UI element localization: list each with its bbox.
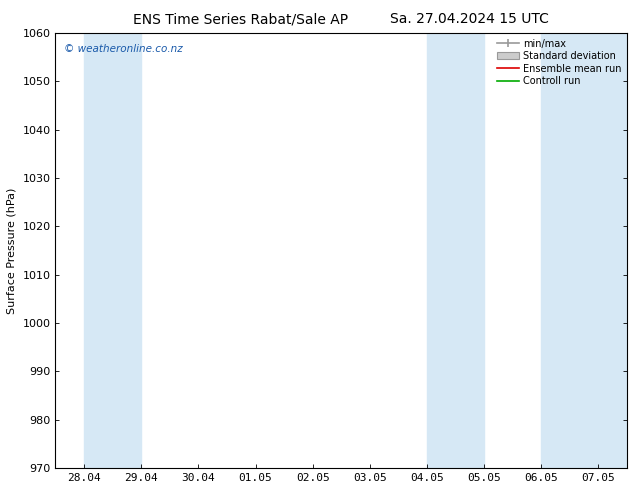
Bar xyxy=(427,33,484,468)
Text: © weatheronline.co.nz: © weatheronline.co.nz xyxy=(64,44,183,54)
Y-axis label: Surface Pressure (hPa): Surface Pressure (hPa) xyxy=(7,187,17,314)
Bar xyxy=(541,33,634,468)
Text: ENS Time Series Rabat/Sale AP: ENS Time Series Rabat/Sale AP xyxy=(133,12,349,26)
Text: Sa. 27.04.2024 15 UTC: Sa. 27.04.2024 15 UTC xyxy=(390,12,548,26)
Legend: min/max, Standard deviation, Ensemble mean run, Controll run: min/max, Standard deviation, Ensemble me… xyxy=(493,35,625,90)
Bar xyxy=(84,33,141,468)
